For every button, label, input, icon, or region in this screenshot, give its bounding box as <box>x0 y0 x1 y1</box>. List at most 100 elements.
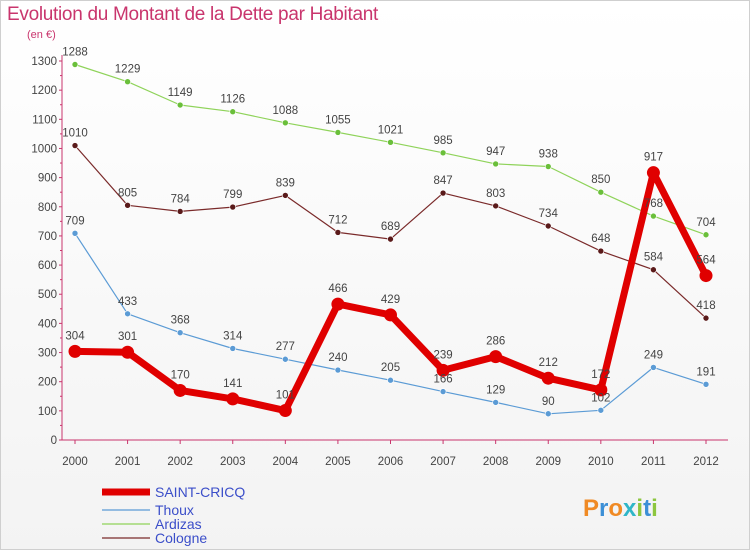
y-tick-label: 900 <box>38 173 57 185</box>
data-label-thoux: 191 <box>696 366 715 378</box>
x-tick-label: 2008 <box>483 456 509 468</box>
y-tick-label: 400 <box>38 318 57 330</box>
data-point-ardizas <box>387 139 394 146</box>
data-point-thoux <box>334 366 342 374</box>
data-label-cologne: 689 <box>381 221 400 233</box>
data-point-ardizas <box>229 108 237 116</box>
y-tick-label: 0 <box>51 435 57 447</box>
data-label-ardizas: 947 <box>486 146 505 158</box>
data-point-ardizas <box>334 129 342 136</box>
data-label-saint-cricq: 304 <box>65 330 85 342</box>
x-tick-label: 2000 <box>62 456 88 468</box>
data-point-ardizas <box>492 160 499 168</box>
data-point-ardizas <box>439 149 447 157</box>
data-label-cologne: 418 <box>696 300 715 312</box>
data-point-cologne <box>282 192 289 199</box>
data-point-saint-cricq <box>384 308 397 322</box>
data-point-thoux <box>544 410 552 418</box>
data-point-thoux <box>439 388 447 395</box>
data-label-ardizas: 1288 <box>62 46 88 58</box>
data-point-thoux <box>229 345 237 352</box>
data-label-thoux: 240 <box>328 352 347 364</box>
x-tick-label: 2002 <box>167 456 193 468</box>
data-label-cologne: 839 <box>276 177 295 189</box>
data-point-thoux <box>124 310 131 318</box>
data-point-saint-cricq <box>331 297 345 311</box>
data-point-cologne <box>492 202 499 210</box>
proxiti-logo: Proxiti <box>583 495 658 522</box>
data-label-thoux: 314 <box>223 330 243 342</box>
data-label-saint-cricq: 429 <box>381 294 400 306</box>
data-point-cologne <box>439 189 447 197</box>
x-tick-label: 2005 <box>325 456 351 468</box>
data-label-thoux: 205 <box>381 362 400 374</box>
data-label-cologne: 712 <box>328 214 347 226</box>
data-point-thoux <box>282 355 289 363</box>
data-label-saint-cricq: 564 <box>696 255 716 267</box>
data-label-thoux: 709 <box>65 215 84 227</box>
x-tick-label: 2010 <box>588 456 614 468</box>
data-label-cologne: 847 <box>433 175 452 187</box>
data-point-saint-cricq <box>278 404 292 418</box>
data-label-cologne: 803 <box>486 188 505 200</box>
data-label-cologne: 734 <box>539 208 559 220</box>
x-tick-label: 2007 <box>430 456 456 468</box>
data-label-ardizas: 1055 <box>325 114 351 126</box>
data-label-cologne: 648 <box>591 233 610 245</box>
x-tick-label: 2011 <box>641 456 666 468</box>
data-label-ardizas: 1229 <box>115 64 141 76</box>
data-label-saint-cricq: 141 <box>223 378 242 390</box>
data-point-cologne <box>71 142 79 149</box>
data-label-thoux: 129 <box>486 384 505 396</box>
data-point-saint-cricq <box>173 383 187 397</box>
data-point-saint-cricq <box>646 166 660 180</box>
data-label-ardizas: 1088 <box>273 105 299 117</box>
data-point-saint-cricq <box>541 371 555 385</box>
data-label-ardizas: 1126 <box>220 94 245 106</box>
data-point-thoux <box>702 381 710 388</box>
y-tick-label: 800 <box>38 202 57 214</box>
data-point-cologne <box>124 202 131 209</box>
data-label-cologne: 584 <box>644 252 664 264</box>
data-label-saint-cricq: 286 <box>486 336 505 348</box>
data-label-ardizas: 704 <box>696 217 716 229</box>
data-label-cologne: 784 <box>171 193 191 205</box>
data-point-ardizas <box>282 119 289 127</box>
data-label-thoux: 90 <box>542 396 555 408</box>
data-point-saint-cricq <box>226 392 240 406</box>
y-tick-label: 300 <box>38 348 57 360</box>
x-tick-label: 2009 <box>535 456 561 468</box>
data-point-cologne <box>229 203 237 211</box>
data-label-ardizas: 1021 <box>378 124 404 136</box>
data-point-thoux <box>597 406 605 414</box>
data-label-saint-cricq: 917 <box>644 152 663 164</box>
y-tick-label: 200 <box>38 377 57 389</box>
data-label-saint-cricq: 172 <box>591 369 610 381</box>
data-point-saint-cricq <box>68 344 82 358</box>
data-label-thoux: 166 <box>433 374 452 386</box>
y-tick-label: 1000 <box>31 143 57 155</box>
data-point-cologne <box>334 229 342 236</box>
data-label-cologne: 799 <box>223 189 242 201</box>
y-tick-label: 600 <box>38 260 57 272</box>
data-point-saint-cricq <box>489 350 503 364</box>
data-label-saint-cricq: 170 <box>171 369 190 381</box>
data-point-thoux <box>387 376 394 384</box>
data-point-cologne <box>544 222 552 230</box>
y-tick-label: 1200 <box>31 85 57 97</box>
data-label-ardizas: 768 <box>644 198 663 210</box>
legend-label-thoux: Thoux <box>155 502 194 518</box>
x-tick-label: 2006 <box>378 456 404 468</box>
x-tick-label: 2012 <box>693 456 719 468</box>
data-label-saint-cricq: 466 <box>328 283 347 295</box>
y-tick-label: 100 <box>38 406 57 418</box>
x-axis-ticks: 2000 2001 2002 2003 2004 2005 2006 2007 2008 2009… <box>62 440 719 468</box>
data-point-cologne <box>597 247 605 255</box>
data-label-ardizas: 1149 <box>168 87 193 99</box>
y-tick-label: 500 <box>38 289 57 301</box>
data-label-saint-cricq: 239 <box>433 349 452 361</box>
data-point-cologne <box>650 266 657 274</box>
data-point-ardizas <box>597 188 605 196</box>
data-point-cologne <box>387 235 394 243</box>
